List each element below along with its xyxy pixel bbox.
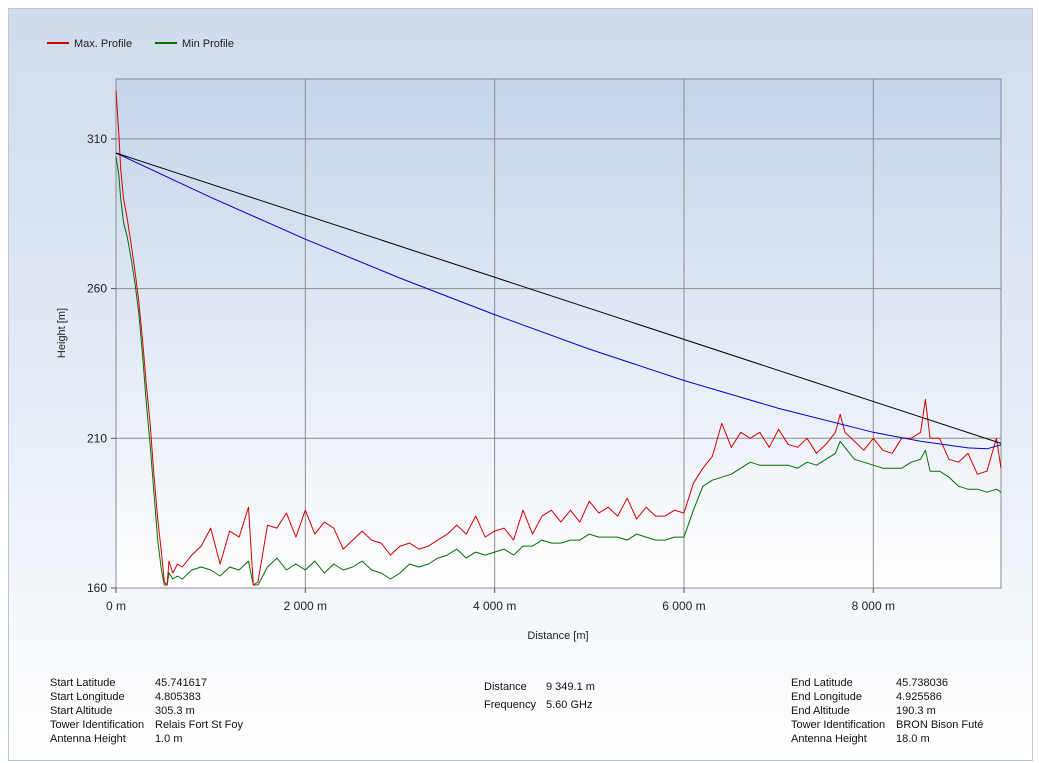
- info-key: Start Altitude: [50, 705, 113, 717]
- info-key: End Longitude: [791, 691, 862, 703]
- x-axis-title: Distance [m]: [527, 630, 588, 642]
- info-value: 4.925586: [896, 691, 942, 703]
- legend: Max. Profile Min Profile: [47, 38, 234, 50]
- info-row: Frequency 5.60 GHz: [484, 696, 595, 714]
- line-of-sight-line: [115, 152, 1002, 444]
- info-value: 45.741617: [155, 677, 207, 689]
- info-row: End Latitude 45.738036: [791, 676, 983, 690]
- profile-chart: 160 210 260 310 0 m 2 000 m 4 000 m 6 000 m 8 00…: [47, 38, 1002, 642]
- info-row: Antenna Height 1.0 m: [50, 732, 243, 746]
- y-axis-title: Height [m]: [56, 308, 68, 358]
- y-tick-label: 260: [87, 282, 107, 296]
- info-key: Start Longitude: [50, 691, 125, 703]
- info-value: 18.0 m: [896, 733, 930, 745]
- y-tick-label: 210: [87, 431, 107, 445]
- info-row: Start Longitude 4.805383: [50, 690, 243, 704]
- info-row: Tower Identification Relais Fort St Foy: [50, 718, 243, 732]
- end-info: End Latitude 45.738036 End Longitude 4.9255…: [791, 676, 983, 746]
- legend-item-min-profile: Min Profile: [155, 38, 234, 50]
- info-key: End Latitude: [791, 677, 853, 689]
- max-profile-line: [115, 90, 1002, 586]
- x-tick-label: 4 000 m: [473, 599, 516, 613]
- x-tick-label: 6 000 m: [662, 599, 705, 613]
- info-row: Start Altitude 305.3 m: [50, 704, 243, 718]
- info-row: Tower Identification BRON Bison Futé: [791, 718, 983, 732]
- info-value: 190.3 m: [896, 705, 936, 717]
- legend-label-min-profile: Min Profile: [182, 38, 234, 50]
- info-key: Antenna Height: [791, 733, 867, 745]
- info-value: 5.60 GHz: [546, 699, 593, 711]
- fresnel-curve-line: [115, 152, 1002, 450]
- min-profile-line: [115, 156, 1002, 586]
- y-tick-label: 160: [87, 581, 107, 595]
- x-tick-label: 0 m: [106, 599, 126, 613]
- info-key: Frequency: [484, 699, 536, 711]
- info-value: 45.738036: [896, 677, 948, 689]
- info-key: Tower Identification: [50, 719, 145, 731]
- info-value: BRON Bison Futé: [896, 719, 984, 731]
- x-tick-label: 2 000 m: [284, 599, 327, 613]
- y-tick-label: 310: [87, 132, 107, 146]
- info-value: 4.805383: [155, 691, 201, 703]
- info-key: Tower Identification: [791, 719, 886, 731]
- chart-panel: 160 210 260 310 0 m 2 000 m 4 000 m 6 000 m 8 00…: [8, 8, 1033, 761]
- info-key: Start Latitude: [50, 677, 116, 689]
- info-row: End Altitude 190.3 m: [791, 704, 983, 718]
- info-key: Distance: [484, 681, 527, 693]
- info-row: End Longitude 4.925586: [791, 690, 983, 704]
- legend-label-max-profile: Max. Profile: [74, 38, 132, 50]
- info-row: Antenna Height 18.0 m: [791, 732, 983, 746]
- info-row: Distance 9 349.1 m: [484, 678, 595, 696]
- plot-area: [115, 78, 1002, 589]
- info-row: Start Latitude 45.741617: [50, 676, 243, 690]
- info-key: Antenna Height: [50, 733, 126, 745]
- info-value: 305.3 m: [155, 705, 195, 717]
- info-value: Relais Fort St Foy: [155, 719, 244, 731]
- info-key: End Altitude: [791, 705, 850, 717]
- info-value: 1.0 m: [155, 733, 183, 745]
- legend-item-max-profile: Max. Profile: [47, 38, 132, 50]
- link-info: Distance 9 349.1 m Frequency 5.60 GHz: [484, 678, 595, 714]
- start-info: Start Latitude 45.741617 Start Longitude 4.…: [50, 676, 243, 746]
- x-tick-label: 8 000 m: [852, 599, 895, 613]
- info-value: 9 349.1 m: [546, 681, 595, 693]
